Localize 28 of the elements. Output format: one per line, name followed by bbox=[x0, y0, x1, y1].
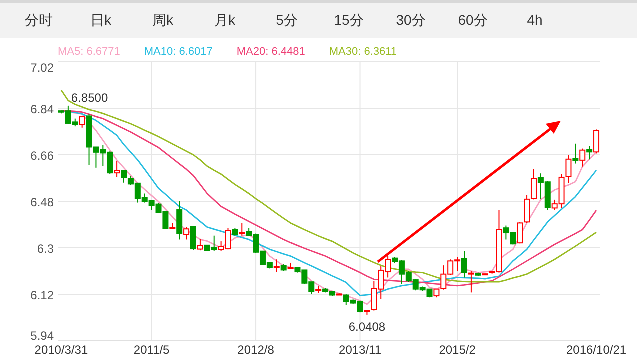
annotation: 6.8500 bbox=[71, 90, 108, 105]
y-tick-label: 6.48 bbox=[30, 196, 54, 210]
text: MA20: 6.4481 bbox=[236, 46, 306, 58]
text: 日k bbox=[90, 12, 112, 28]
text: 4h bbox=[527, 12, 543, 28]
text: 月k bbox=[214, 12, 236, 28]
text: 周k bbox=[152, 12, 174, 28]
text: MA10: 6.6017 bbox=[144, 46, 213, 58]
y-tick-label: 6.84 bbox=[30, 102, 54, 116]
text: 60分 bbox=[458, 12, 488, 28]
x-tick-label: 2011/5 bbox=[134, 343, 170, 357]
x-tick-label: 2015/2 bbox=[439, 343, 476, 357]
y-tick-label: 5.94 bbox=[30, 329, 54, 343]
y-tick-label: 7.02 bbox=[30, 61, 54, 75]
text: MA30: 6.3611 bbox=[329, 46, 398, 58]
x-tick-label: 2012/8 bbox=[238, 343, 275, 357]
text: 5分 bbox=[276, 12, 298, 28]
y-tick-label: 6.66 bbox=[30, 149, 54, 163]
x-tick-label: 2016/10/21 bbox=[566, 343, 627, 357]
text: 30分 bbox=[396, 12, 426, 28]
text: MA5: 6.6771 bbox=[58, 46, 120, 58]
x-tick-label: 2010/3/31 bbox=[34, 343, 88, 357]
y-tick-label: 6.3 bbox=[37, 242, 54, 256]
y-tick-label: 6.12 bbox=[30, 288, 54, 302]
text: 15分 bbox=[334, 12, 364, 28]
text: 分时 bbox=[25, 12, 53, 28]
x-tick-label: 2013/11 bbox=[339, 343, 382, 357]
annotation: 6.0408 bbox=[348, 320, 386, 334]
